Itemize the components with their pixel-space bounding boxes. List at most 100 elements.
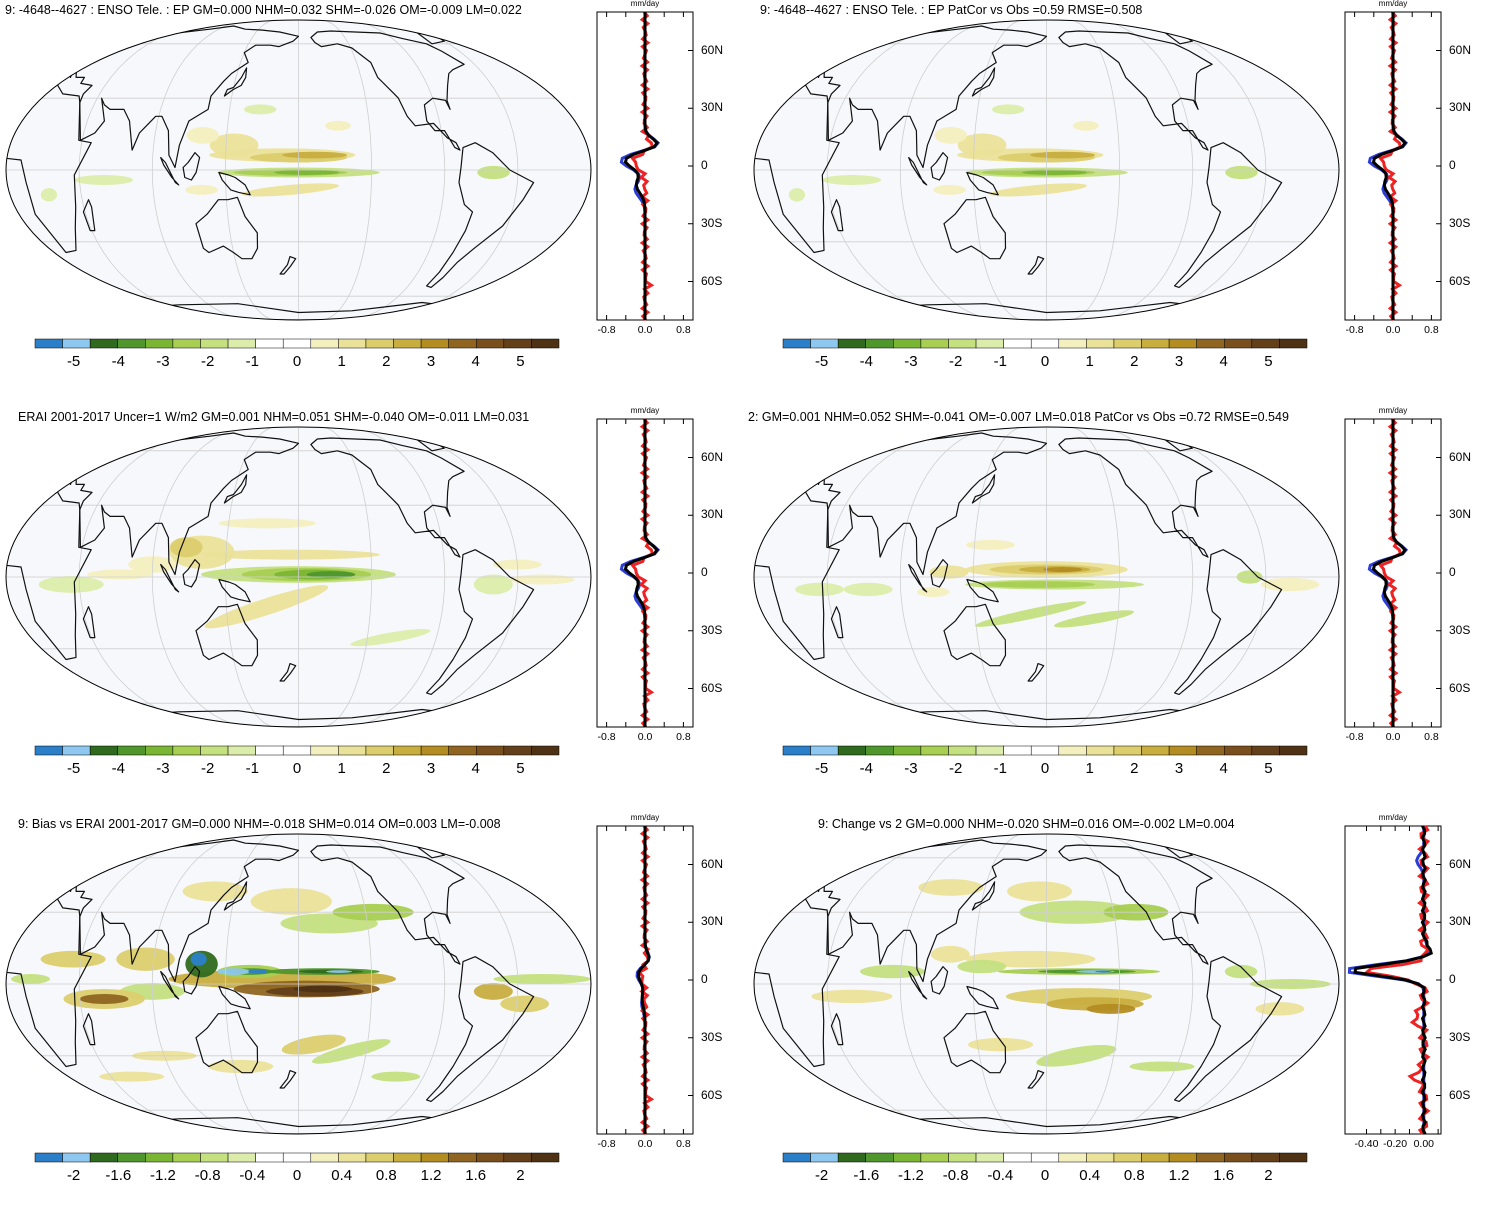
profile-line-ref [623,419,659,727]
shading-patch [217,968,250,975]
latitude-label: 60N [701,449,724,464]
shading-patch [930,945,970,963]
colorbar-swatch [920,338,949,349]
profile-line-ref [623,12,659,320]
colorbar-swatch [810,338,839,349]
colorbar-swatch [975,745,1004,756]
colorbar-label: -0.4 [987,1167,1014,1184]
map-panel-3 [5,418,694,756]
coastline-sumatra [908,970,928,1000]
coastline-nz [1027,663,1045,682]
longitude-line [151,834,250,1134]
colorbar-label: -2 [200,353,215,370]
profile-unit: mm/day [630,406,660,415]
colorbar-label: -3 [156,760,170,777]
coastline-antarctica [876,301,1217,320]
map-border [753,426,1340,728]
profile-line-model [1378,418,1403,728]
colorbar-label: 1.2 [420,1167,442,1184]
panel-2: 9: -4648--4627 : ENSO Tele. : EP PatCor … [748,0,1485,395]
map-border [753,833,1340,1135]
shading-patch [10,974,50,985]
coastline-madagascar [830,606,844,639]
shading-patch [312,1039,391,1064]
colorbar-swatch [1058,338,1087,349]
shading-patch [243,104,277,115]
profile-line-ref [1353,825,1433,1135]
longitude-line [323,834,373,1134]
shading-patch [204,585,329,629]
colorbar-swatch [393,1152,422,1163]
colorbar-label: 3 [1174,353,1184,370]
map-layer [754,427,1339,727]
profile-tick-label: 0.8 [1424,731,1439,743]
colorbar-label: 5 [1264,353,1273,370]
colorbar-swatch [1196,338,1225,349]
latitude-label: 60N [701,856,724,871]
shading-patch [371,1071,421,1082]
colorbar-swatch [1003,745,1032,756]
coastline-madagascar [82,1013,96,1046]
panel-title: 9: -4648--4627 : ENSO Tele. : EP GM=0.00… [5,3,522,17]
longitude-line [972,427,1022,727]
colorbar-swatch [1141,745,1170,756]
coastline-madagascar [82,606,96,639]
colorbar-swatch [531,745,560,756]
colorbar-swatch [782,1152,811,1163]
colorbar-swatch [420,1152,449,1163]
colorbar-swatch [920,1152,949,1163]
coastline-antarctica [128,301,469,320]
colorbar-label: -3 [904,353,918,370]
colorbar-swatch [503,745,532,756]
coastline-borneo [182,966,201,995]
panel-title: 9: Change vs 2 GM=0.000 NHM=-0.020 SHM=0… [818,817,1235,831]
colorbar-label: 1.6 [465,1167,487,1184]
colorbar-swatch [1113,338,1142,349]
shading-patch [306,571,356,578]
shading-patch [274,169,340,175]
colorbar-label: 0 [292,1167,302,1184]
profile-tick-label: -0.20 [1383,1138,1408,1150]
colorbar-swatch [117,338,146,349]
coastline-japan [971,67,996,97]
longitude-line [323,427,373,727]
colorbar-label: 0 [292,760,302,777]
profile-unit: mm/day [630,813,660,822]
colorbar-swatch [1279,1152,1308,1163]
colorbar-label: 1 [1085,760,1094,777]
colorbar-swatch [1003,338,1032,349]
colorbar-swatch [1058,1152,1087,1163]
colorbar-label: -5 [66,760,81,777]
colorbar-label: -5 [814,760,829,777]
colorbar-swatch [1030,745,1060,756]
coastline-samerica [426,549,535,695]
colorbar-swatch [1168,1152,1197,1163]
colorbar-swatch [920,745,949,756]
colorbar-swatch [1196,1152,1225,1163]
colorbar-swatch [865,1152,894,1163]
colorbar-label: 3 [426,760,436,777]
longitude-line [972,834,1022,1134]
latitude-label: 30N [1449,507,1472,522]
colorbar-swatch [782,338,811,349]
shading-patch [241,183,339,197]
colorbar-label: 2 [1264,1167,1273,1184]
colorbar-swatch [531,1152,560,1163]
colorbar-label: 1.6 [1213,1167,1235,1184]
colorbar-swatch [282,338,312,349]
coastline-australia [943,196,1007,260]
coastline-namerica [310,437,465,558]
shading-patch [811,989,893,1004]
colorbar-label: -2 [200,760,215,777]
colorbar-label: 0.4 [1079,1167,1101,1184]
colorbar-swatch [837,1152,866,1163]
longitude-line [78,427,225,727]
colorbar-swatch [365,1152,394,1163]
coastline-borneo [182,152,201,181]
panel-title: 9: Bias vs ERAI 2001-2017 GM=0.000 NHM=-… [18,817,501,831]
coastline-sumatra [160,970,180,1000]
longitude-line [899,427,998,727]
zonal-profile [1344,418,1442,728]
zonal-profile [596,11,694,321]
map-layer [6,427,591,727]
